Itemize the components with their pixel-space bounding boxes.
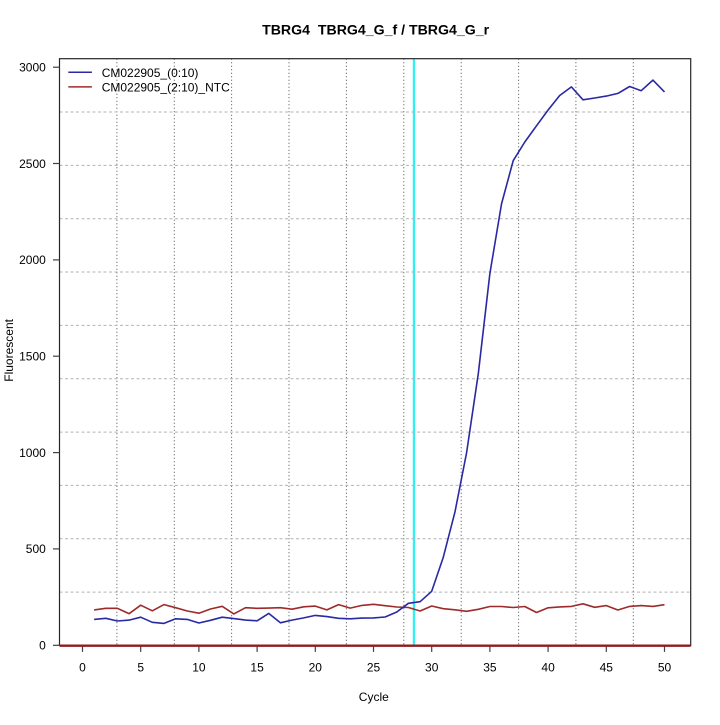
svg-text:50: 50	[658, 661, 672, 675]
svg-text:Cycle: Cycle	[359, 690, 389, 704]
svg-text:30: 30	[425, 661, 439, 675]
svg-text:Fluorescent: Fluorescent	[2, 318, 16, 381]
svg-text:20: 20	[309, 661, 323, 675]
svg-text:1500: 1500	[19, 350, 46, 364]
svg-text:2500: 2500	[19, 157, 46, 171]
svg-text:3000: 3000	[19, 61, 46, 75]
svg-text:TBRG4 TBRG4_G_f / TBRG4_G_r: TBRG4 TBRG4_G_f / TBRG4_G_r	[262, 23, 489, 39]
svg-text:10: 10	[192, 661, 206, 675]
svg-text:500: 500	[26, 542, 46, 556]
svg-text:1000: 1000	[19, 446, 46, 460]
svg-text:2000: 2000	[19, 253, 46, 267]
svg-text:25: 25	[367, 661, 381, 675]
svg-text:0: 0	[79, 661, 86, 675]
svg-text:45: 45	[600, 661, 614, 675]
svg-text:40: 40	[541, 661, 555, 675]
svg-text:35: 35	[483, 661, 497, 675]
svg-text:CM022905_(0:10): CM022905_(0:10)	[102, 66, 199, 80]
svg-text:0: 0	[39, 639, 46, 653]
svg-text:CM022905_(2:10)_NTC: CM022905_(2:10)_NTC	[102, 81, 230, 95]
svg-text:15: 15	[250, 661, 264, 675]
svg-text:5: 5	[137, 661, 144, 675]
